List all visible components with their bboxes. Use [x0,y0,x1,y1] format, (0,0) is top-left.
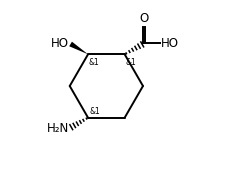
Text: H₂N: H₂N [46,122,69,135]
Polygon shape [69,42,88,54]
Text: HO: HO [51,37,69,50]
Text: &1: &1 [89,107,100,116]
Text: &1: &1 [89,58,99,67]
Text: &1: &1 [125,58,136,67]
Text: O: O [139,13,148,25]
Text: HO: HO [160,37,178,50]
